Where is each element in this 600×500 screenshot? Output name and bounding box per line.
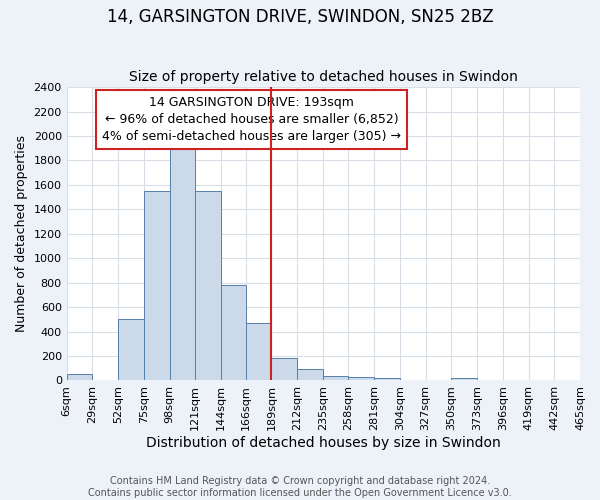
Bar xyxy=(271,358,297,380)
Bar xyxy=(170,144,195,380)
Bar xyxy=(297,370,323,380)
Text: Contains HM Land Registry data © Crown copyright and database right 2024.
Contai: Contains HM Land Registry data © Crown c… xyxy=(88,476,512,498)
Bar xyxy=(323,376,349,380)
Bar xyxy=(349,377,374,380)
Bar xyxy=(451,378,477,380)
Bar xyxy=(245,323,271,380)
Text: 14, GARSINGTON DRIVE, SWINDON, SN25 2BZ: 14, GARSINGTON DRIVE, SWINDON, SN25 2BZ xyxy=(107,8,493,26)
Bar xyxy=(144,191,170,380)
Bar xyxy=(374,378,400,380)
Bar xyxy=(118,320,144,380)
Bar xyxy=(195,191,221,380)
Bar xyxy=(221,285,245,380)
X-axis label: Distribution of detached houses by size in Swindon: Distribution of detached houses by size … xyxy=(146,436,501,450)
Y-axis label: Number of detached properties: Number of detached properties xyxy=(15,136,28,332)
Title: Size of property relative to detached houses in Swindon: Size of property relative to detached ho… xyxy=(129,70,518,85)
Bar xyxy=(67,374,92,380)
Text: 14 GARSINGTON DRIVE: 193sqm
← 96% of detached houses are smaller (6,852)
4% of s: 14 GARSINGTON DRIVE: 193sqm ← 96% of det… xyxy=(102,96,401,143)
